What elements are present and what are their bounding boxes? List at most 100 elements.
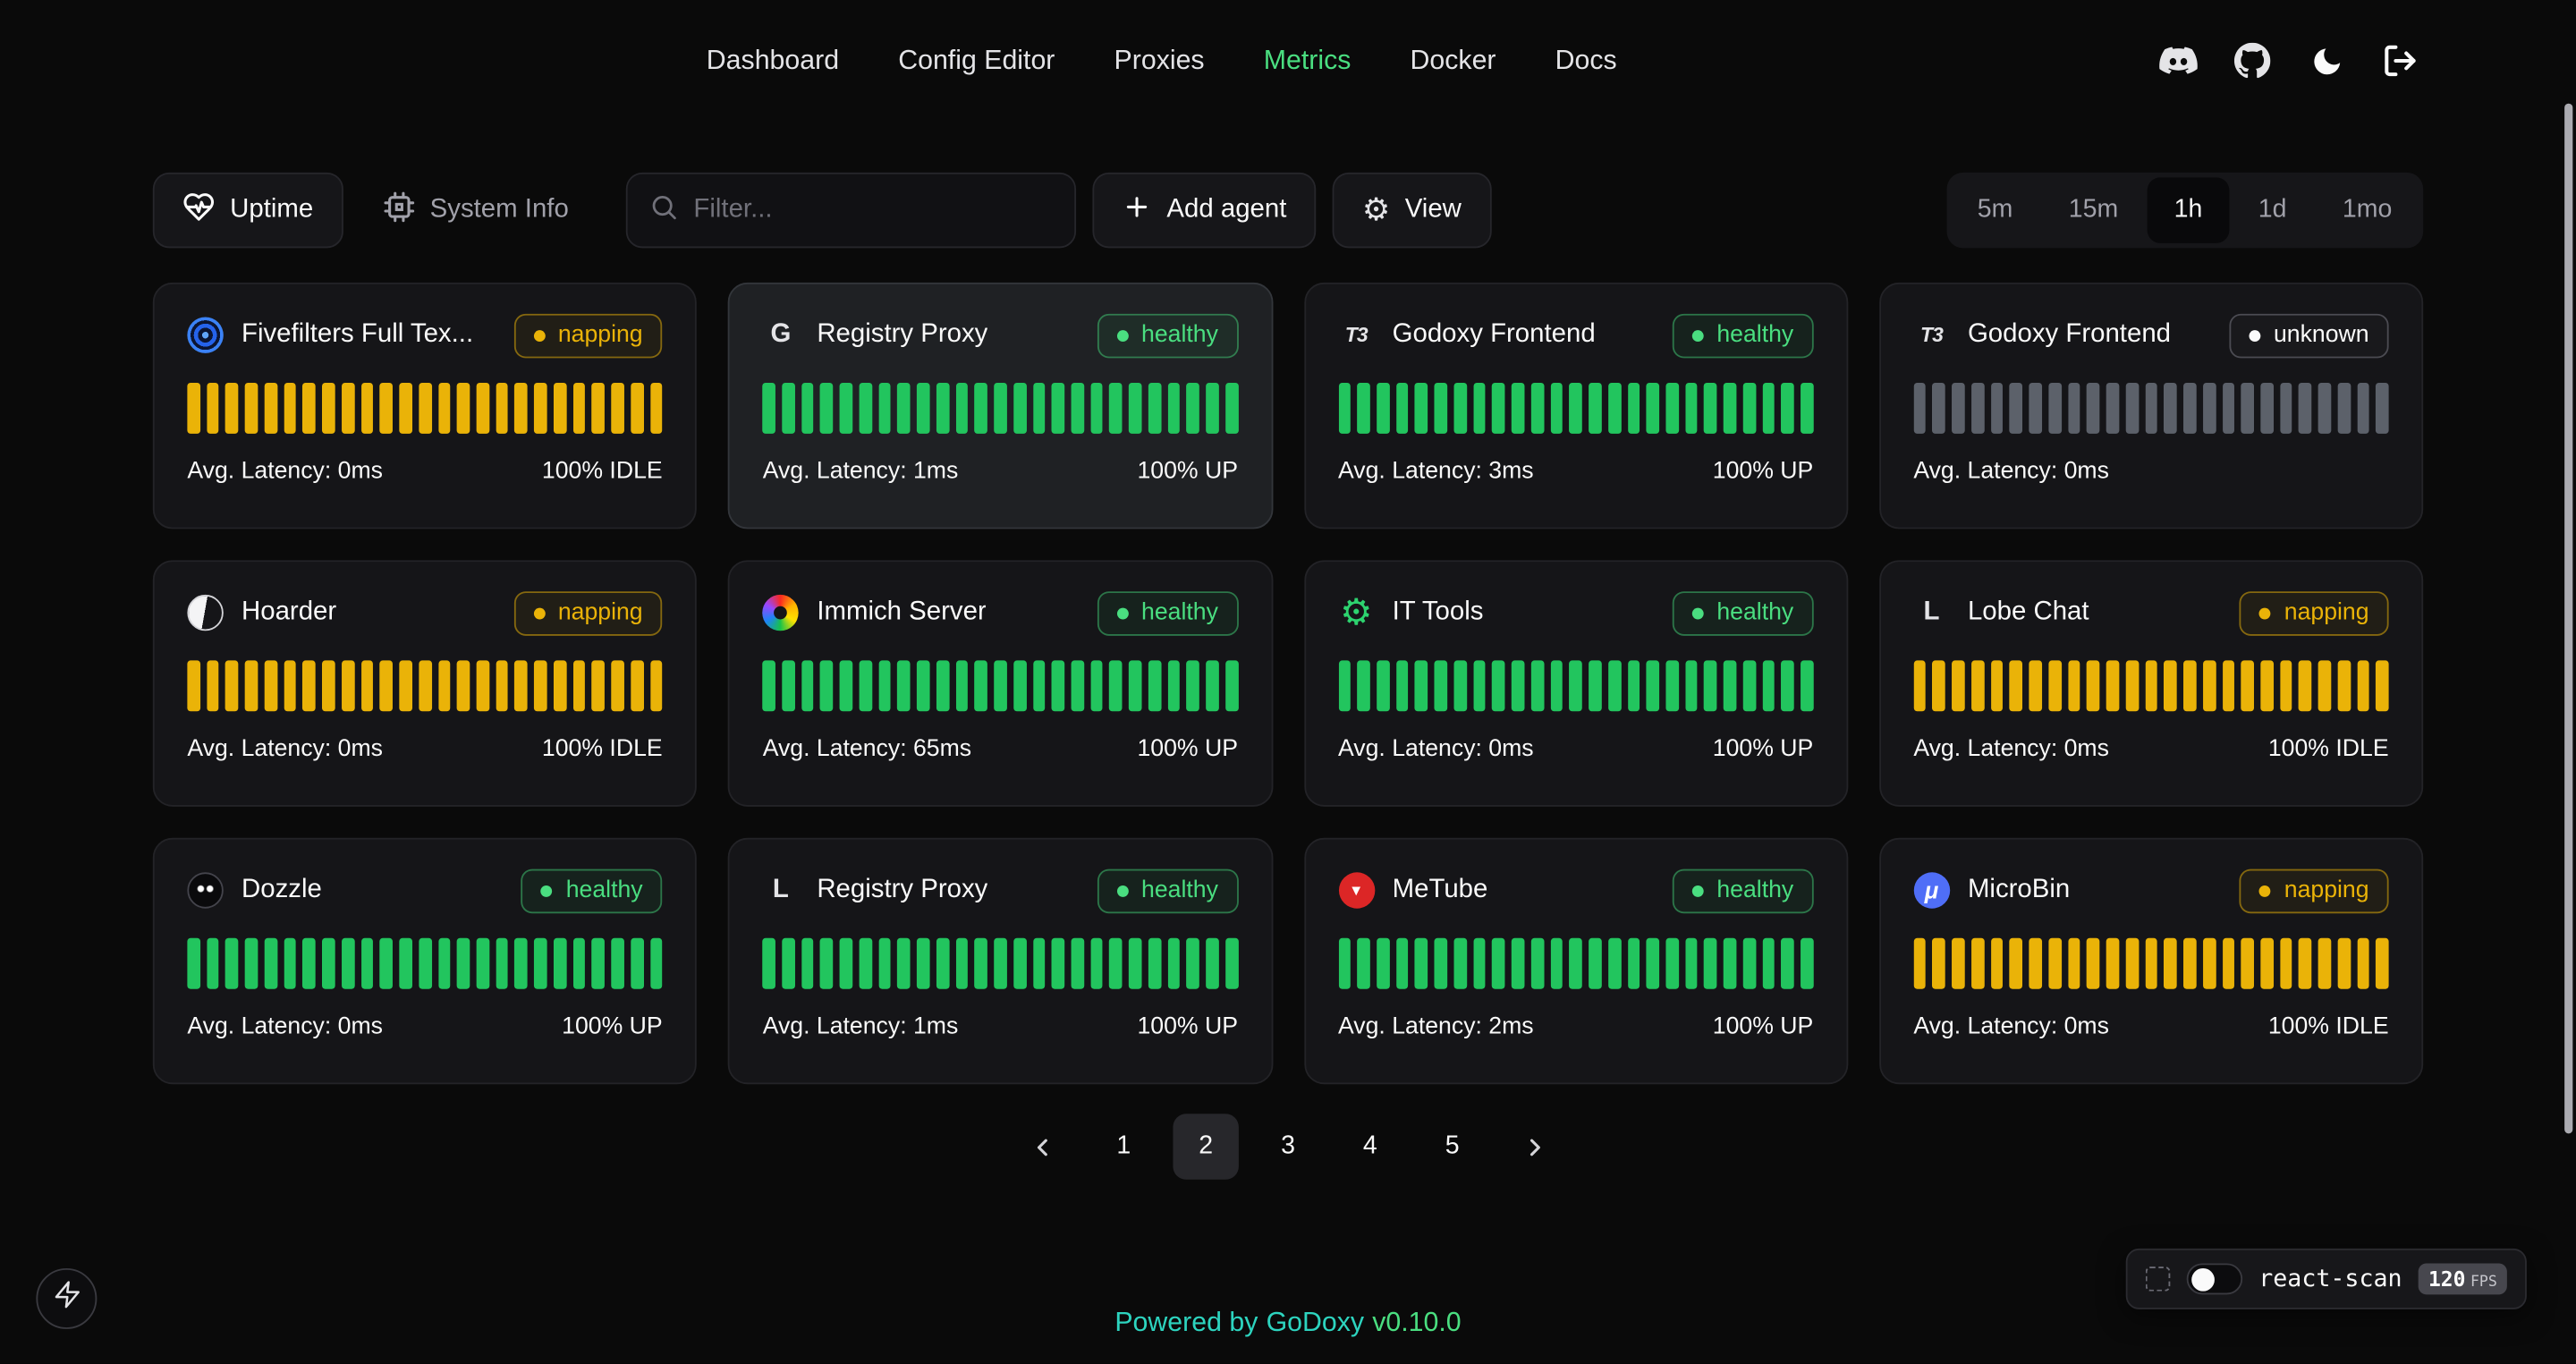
- uptime-bar: [1071, 382, 1084, 434]
- uptime-bar: [1357, 382, 1370, 434]
- latency-label: Avg. Latency: 1ms: [762, 1013, 959, 1040]
- discord-icon[interactable]: [2158, 41, 2198, 80]
- uptime-bar: [2318, 660, 2332, 712]
- page-button-4[interactable]: 4: [1362, 1131, 1377, 1160]
- service-card[interactable]: MeTube healthy Avg. Latency: 2ms 100% UP: [1303, 837, 1848, 1085]
- zap-button[interactable]: [36, 1267, 97, 1329]
- dark-mode-icon[interactable]: [2307, 41, 2346, 80]
- service-card[interactable]: Dozzle healthy Avg. Latency: 0ms 100% UP: [152, 837, 698, 1085]
- nav-item-dashboard[interactable]: Dashboard: [706, 45, 840, 75]
- add-agent-label: Add agent: [1166, 195, 1287, 224]
- uptime-bar: [1148, 382, 1161, 434]
- card-header: G Registry Proxy healthy: [763, 312, 1238, 358]
- uptime-bar: [782, 382, 795, 434]
- page-button-5[interactable]: 5: [1445, 1131, 1460, 1160]
- service-card[interactable]: G Registry Proxy healthy Avg. Latency: 1…: [728, 282, 1273, 530]
- page-button-3[interactable]: 3: [1281, 1131, 1295, 1160]
- service-card[interactable]: Hoarder napping Avg. Latency: 0ms 100% I…: [152, 560, 698, 807]
- uptime-bar: [1990, 382, 2004, 434]
- uptime-label: 100% UP: [1137, 735, 1238, 763]
- status-label: unknown: [2273, 321, 2369, 349]
- time-range-1h[interactable]: 1h: [2148, 177, 2229, 243]
- time-range-5m[interactable]: 5m: [1977, 195, 2013, 224]
- uptime-bar: [1970, 660, 1985, 712]
- uptime-bar: [1589, 382, 1602, 434]
- uptime-bar: [2376, 382, 2389, 434]
- uptime-bar: [1627, 660, 1640, 712]
- logout-icon[interactable]: [2380, 41, 2419, 80]
- uptime-bar: [2337, 382, 2351, 434]
- page-button-1[interactable]: 1: [1116, 1131, 1131, 1160]
- time-range-1d[interactable]: 1d: [2258, 195, 2287, 224]
- next-page-button[interactable]: [1502, 1114, 1567, 1179]
- uptime-bar: [2048, 937, 2062, 989]
- uptime-label: 100% UP: [1137, 1013, 1238, 1040]
- uptime-bar: [1607, 660, 1621, 712]
- github-icon[interactable]: [2233, 41, 2272, 80]
- status-dot-icon: [1116, 329, 1129, 342]
- nav-item-proxies[interactable]: Proxies: [1114, 45, 1205, 75]
- time-range-1mo[interactable]: 1mo: [2342, 195, 2393, 224]
- service-card[interactable]: T3 Godoxy Frontend healthy Avg. Latency:…: [1303, 282, 1848, 530]
- view-button[interactable]: ⚙ View: [1332, 172, 1491, 249]
- uptime-bar: [2376, 660, 2389, 712]
- service-card[interactable]: L Lobe Chat napping Avg. Latency: 0ms 10…: [1878, 560, 2424, 807]
- latency-label: Avg. Latency: 0ms: [1913, 735, 2109, 763]
- uptime-bar: [1913, 382, 1927, 434]
- service-letter-icon: G: [770, 320, 792, 349]
- uptime-bar: [1781, 382, 1794, 434]
- status-dot-icon: [1116, 885, 1129, 896]
- uptime-bar: [1167, 382, 1181, 434]
- tab-uptime[interactable]: Uptime: [152, 172, 343, 249]
- uptime-bar: [1377, 937, 1390, 989]
- card-header: Immich Server healthy: [762, 589, 1238, 635]
- uptime-bar: [476, 660, 489, 712]
- uptime-bar: [264, 937, 277, 989]
- uptime-bar: [2125, 660, 2139, 712]
- card-header: T3 Godoxy Frontend healthy: [1338, 312, 1814, 358]
- service-card[interactable]: T3 Godoxy Frontend unknown Avg. Latency:…: [1878, 282, 2424, 530]
- uptime-bar: [1224, 382, 1239, 434]
- uptime-bar: [2164, 660, 2177, 712]
- uptime-bar: [1129, 937, 1142, 989]
- add-agent-button[interactable]: Add agent: [1092, 172, 1317, 249]
- uptime-bar: [2125, 937, 2139, 989]
- cards-grid: Fivefilters Full Tex... napping Avg. Lat…: [152, 282, 2424, 1085]
- scrollbar[interactable]: [2564, 103, 2573, 1134]
- godoxy-link[interactable]: GoDoxy: [1266, 1308, 1365, 1338]
- uptime-bar: [2144, 382, 2158, 434]
- filter-input[interactable]: [693, 195, 1054, 225]
- toggle-knob: [2190, 1267, 2215, 1291]
- page-button-2[interactable]: 2: [1173, 1114, 1239, 1180]
- prev-page-button[interactable]: [1009, 1114, 1074, 1179]
- service-card[interactable]: L Registry Proxy healthy Avg. Latency: 1…: [728, 837, 1273, 1085]
- service-card[interactable]: Fivefilters Full Tex... napping Avg. Lat…: [152, 282, 698, 530]
- uptime-bar: [1492, 382, 1505, 434]
- uptime-bar: [878, 937, 892, 989]
- nav-item-metrics[interactable]: Metrics: [1263, 45, 1352, 75]
- latency-label: Avg. Latency: 65ms: [762, 735, 972, 763]
- service-card[interactable]: μ MicroBin napping Avg. Latency: 0ms 100…: [1878, 837, 2424, 1085]
- service-card[interactable]: Immich Server healthy Avg. Latency: 65ms…: [728, 560, 1273, 807]
- uptime-bar: [496, 382, 509, 434]
- nav-item-config-editor[interactable]: Config Editor: [898, 45, 1055, 75]
- react-scan-toggle[interactable]: [2186, 1263, 2242, 1295]
- dozzle-icon: [187, 872, 224, 909]
- uptime-bar: [1492, 937, 1505, 989]
- service-card[interactable]: ⚙ IT Tools healthy Avg. Latency: 0ms 100…: [1303, 560, 1848, 807]
- tab-system-info[interactable]: System Info: [360, 173, 592, 248]
- nav-item-docs[interactable]: Docs: [1555, 45, 1617, 75]
- time-range-15m[interactable]: 15m: [2068, 195, 2119, 224]
- uptime-bars: [1338, 937, 1814, 989]
- card-header: Hoarder napping: [187, 589, 663, 635]
- uptime-bar: [1013, 937, 1027, 989]
- uptime-bar: [2318, 382, 2332, 434]
- status-badge: napping: [2240, 868, 2389, 913]
- nav-item-docker[interactable]: Docker: [1410, 45, 1496, 75]
- uptime-bar: [1109, 382, 1123, 434]
- status-badge: napping: [513, 312, 663, 358]
- uptime-bar: [936, 382, 949, 434]
- uptime-bar: [1550, 382, 1563, 434]
- inspect-icon[interactable]: [2145, 1267, 2171, 1292]
- uptime-bar: [2279, 937, 2293, 989]
